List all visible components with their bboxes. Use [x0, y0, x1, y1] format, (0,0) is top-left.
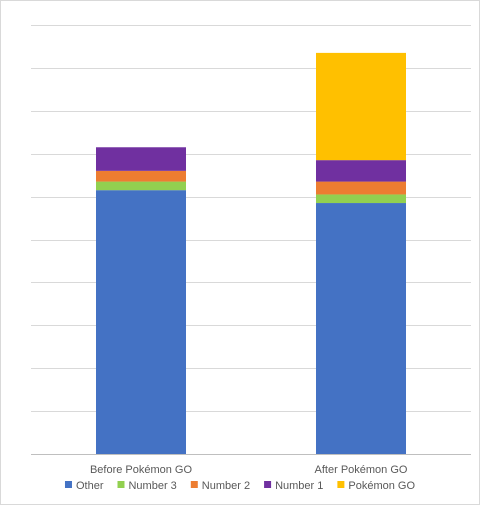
x-tick-label: Before Pokémon GO: [90, 464, 193, 476]
bar-segment-pok-mon-go-2: [316, 52, 406, 161]
bar-segment-other-2: [316, 203, 406, 454]
legend-label: Number 3: [128, 480, 176, 492]
legend-swatch: [264, 481, 272, 488]
bar-segment-other-1: [96, 190, 186, 455]
bar-segment-number-1-2: [316, 160, 406, 182]
x-tick-label: After Pokémon GO: [315, 464, 408, 476]
legend-item: Other: [64, 480, 104, 492]
bars: [96, 52, 406, 455]
legend-label: Pokémon GO: [348, 480, 415, 492]
legend-swatch: [64, 481, 72, 488]
x-axis-labels: Before Pokémon GO After Pokémon GO: [90, 464, 408, 476]
legend-swatch: [117, 481, 125, 488]
legend-item: Pokémon GO: [337, 480, 415, 492]
bar-segment-number-3-1: [96, 181, 186, 191]
bar-segment-number-1-1: [96, 147, 186, 171]
bar-segment-number-2-1: [96, 170, 186, 182]
legend-item: Number 3: [117, 480, 177, 492]
legend-label: Number 1: [275, 480, 323, 492]
bar-segment-number-3-2: [316, 194, 406, 204]
legend-swatch: [337, 481, 345, 488]
legend-swatch: [190, 481, 198, 488]
legend-label: Other: [76, 480, 104, 492]
legend: Other Number 3 Number 2 Number 1 Pokémon GO: [64, 480, 415, 492]
legend-item: Number 1: [264, 480, 323, 492]
legend-item: Number 2: [190, 480, 250, 492]
bar-segment-number-2-2: [316, 181, 406, 195]
legend-label: Number 2: [202, 480, 250, 492]
